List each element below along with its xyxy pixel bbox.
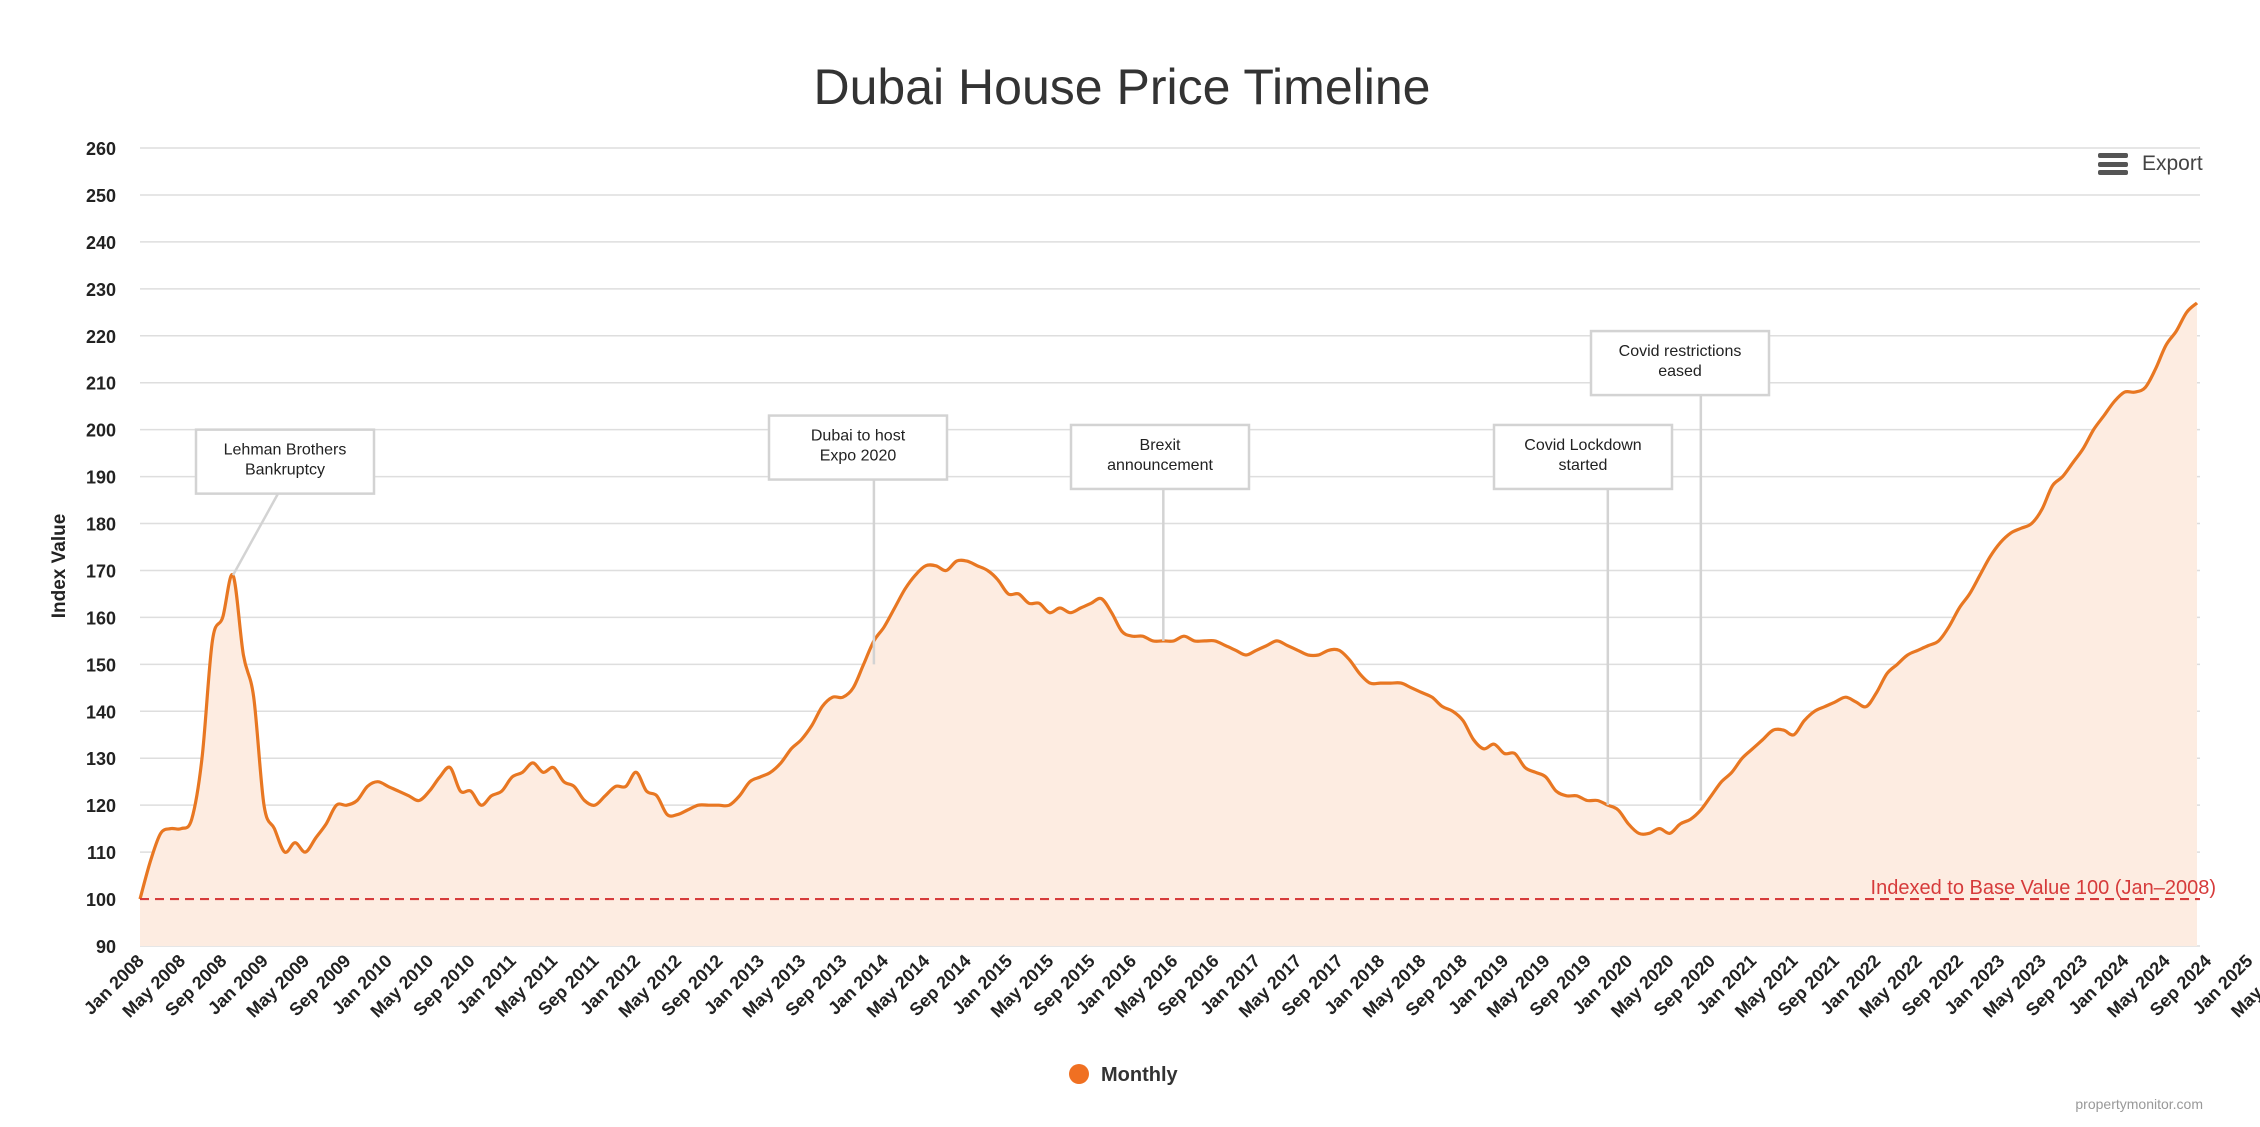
annotation-text: Dubai to host — [811, 428, 906, 445]
y-tick-label: 190 — [86, 468, 116, 488]
annotation-text: Bankruptcy — [245, 462, 325, 479]
annotation-box — [1492, 423, 1674, 491]
y-tick-label: 210 — [86, 374, 116, 394]
annotation-text: Brexit — [1140, 437, 1181, 454]
annotation-text: Expo 2020 — [820, 448, 897, 465]
y-tick-label: 110 — [87, 843, 116, 863]
y-tick-label: 200 — [86, 421, 116, 441]
annotation-text: Lehman Brothers — [224, 442, 347, 459]
y-tick-label: 260 — [86, 139, 116, 159]
annotation-box — [1589, 329, 1771, 397]
y-tick-label: 140 — [86, 702, 116, 722]
hamburger-menu-icon[interactable] — [2098, 153, 2128, 175]
series-line-monthly — [138, 301, 2199, 900]
y-tick-label: 130 — [86, 749, 116, 769]
annotation-text: started — [1559, 457, 1608, 474]
y-tick-label: 180 — [86, 515, 116, 535]
legend-marker-monthly[interactable] — [1069, 1064, 1089, 1084]
y-axis-label: Index Value — [49, 514, 70, 619]
annotation-text: eased — [1658, 363, 1702, 380]
y-tick-label: 120 — [86, 796, 116, 816]
export-button[interactable]: Export — [2098, 152, 2203, 176]
y-axis-ticks: 90 100 110 120 130 140 150 160 170 180 190 200 210 22… — [86, 139, 116, 957]
annotation-text: Covid restrictions — [1619, 343, 1742, 360]
annotation-box — [1069, 423, 1251, 491]
legend-label-monthly[interactable]: Monthly — [1101, 1064, 1179, 1086]
legend[interactable]: Monthly — [1069, 1064, 1179, 1086]
annotation-text: Covid Lockdown — [1524, 437, 1641, 454]
y-tick-label: 250 — [86, 186, 116, 206]
grid-lines — [140, 147, 2200, 947]
y-tick-label: 240 — [86, 233, 116, 253]
y-tick-label: 220 — [86, 327, 116, 347]
y-tick-label: 90 — [96, 937, 116, 957]
watermark: propertymonitor.com — [2075, 1096, 2203, 1112]
series-area-monthly — [140, 302, 2197, 946]
y-tick-label: 230 — [86, 280, 116, 300]
export-label[interactable]: Export — [2142, 152, 2203, 175]
y-tick-label: 170 — [86, 561, 116, 581]
annotations: Lehman Brothers Bankruptcy Dubai to host Ex… — [194, 329, 1771, 806]
annotation-box — [194, 428, 376, 495]
annotation-box — [767, 414, 949, 481]
y-tick-label: 160 — [86, 608, 116, 628]
y-tick-label: 100 — [86, 890, 116, 910]
chart-title: Dubai House Price Timeline — [814, 59, 1431, 115]
baseline-layer: Indexed to Base Value 100 (Jan–2008) — [140, 877, 2216, 901]
annotation-text: announcement — [1107, 457, 1213, 474]
series-layer — [138, 301, 2199, 946]
y-tick-label: 150 — [86, 655, 116, 675]
annotation-connector — [231, 493, 280, 576]
baseline-label: Indexed to Base Value 100 (Jan–2008) — [1871, 877, 2216, 899]
